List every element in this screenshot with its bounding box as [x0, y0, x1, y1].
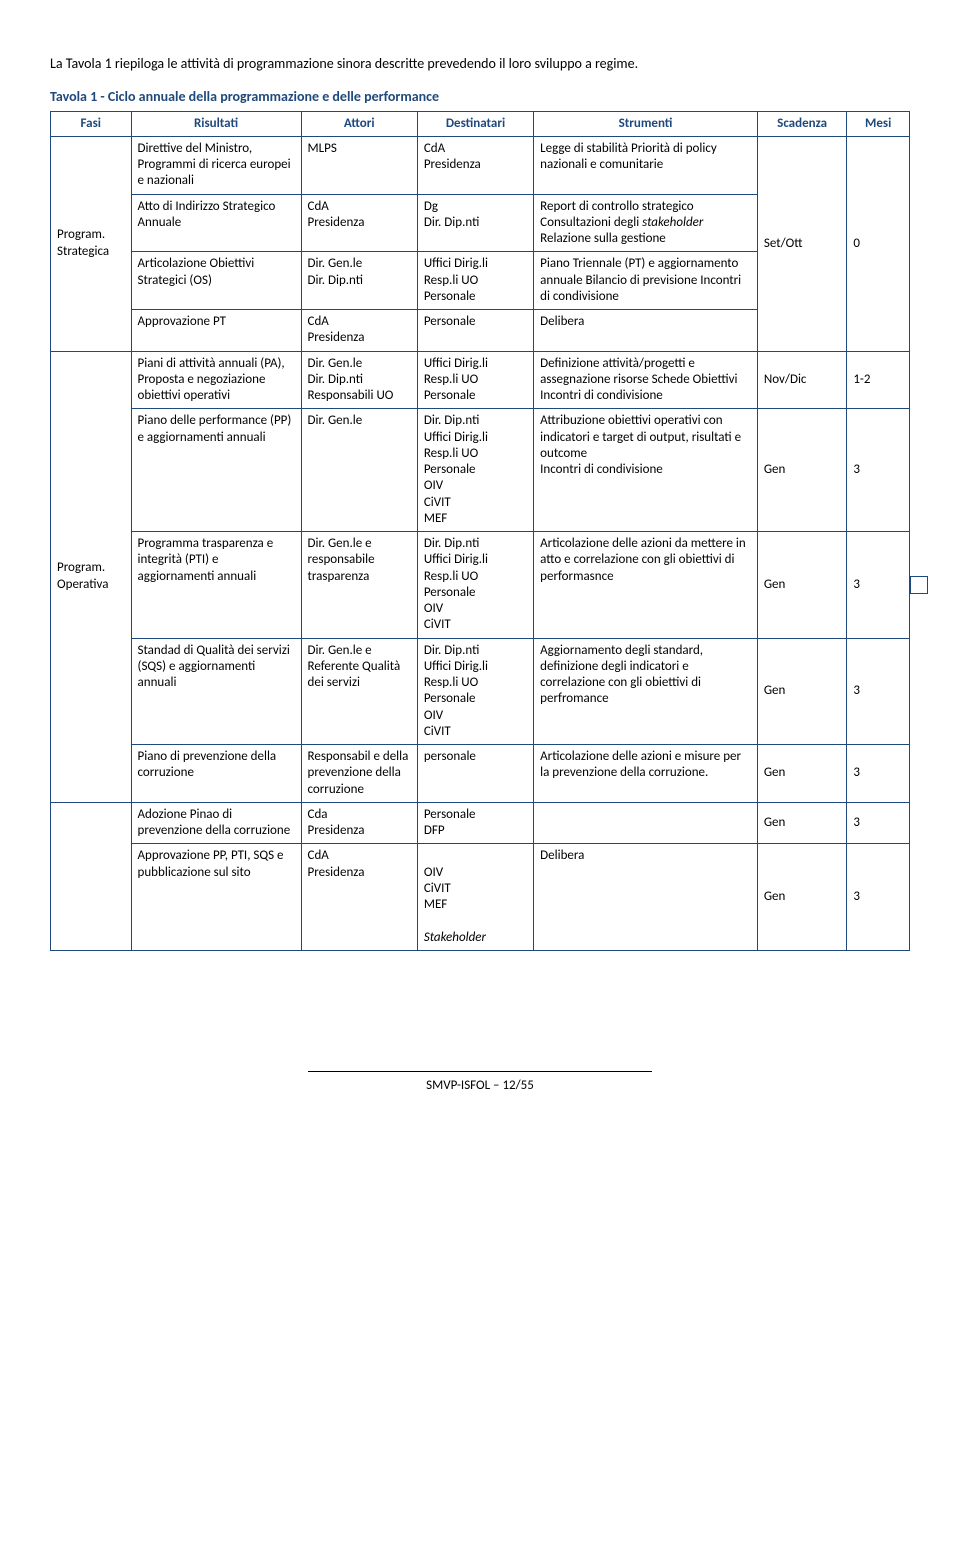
table-title: Tavola 1 - Ciclo annuale della programma…: [50, 88, 910, 105]
cell-risultati: Piani di attività annuali (PA), Proposta…: [131, 351, 301, 409]
cell-risultati: Piano delle performance (PP) e aggiornam…: [131, 409, 301, 532]
cell-destinatari: Uffici Dirig.li Resp.li UO Personale: [417, 252, 533, 310]
strumenti-line: Report di controllo strategico: [540, 199, 694, 214]
th-mesi: Mesi: [847, 111, 910, 136]
cell-scadenza: Gen: [757, 638, 846, 745]
cell-mesi: 0: [847, 136, 910, 351]
overflow-box: [910, 576, 928, 594]
cell-risultati: Approvazione PT: [131, 310, 301, 352]
th-scadenza: Scadenza: [757, 111, 846, 136]
table-header-row: Fasi Risultati Attori Destinatari Strume…: [51, 111, 910, 136]
cell-destinatari: CdA Presidenza: [417, 136, 533, 194]
th-strumenti: Strumenti: [534, 111, 758, 136]
dest-stakeholder: Stakeholder: [424, 930, 486, 945]
cell-strumenti: Attribuzione obiettivi operativi con ind…: [534, 409, 758, 532]
cell-strumenti: Legge di stabilità Priorità di policy na…: [534, 136, 758, 194]
table-row: Program. Strategica Direttive del Minist…: [51, 136, 910, 194]
page-footer: SMVP-ISFOL – 12/55: [308, 1071, 652, 1093]
cell-attori: MLPS: [301, 136, 417, 194]
table-row: Approvazione PP, PTI, SQS e pubblicazion…: [51, 844, 910, 951]
cell-attori: CdA Presidenza: [301, 194, 417, 252]
cell-mesi: 3: [847, 409, 910, 532]
cell-destinatari: personale: [417, 745, 533, 803]
table-row: Adozione Pinao di prevenzione della corr…: [51, 802, 910, 844]
cell-attori: Dir. Gen.le Dir. Dip.nti Responsabili UO: [301, 351, 417, 409]
cell-attori: Dir. Gen.le e Referente Qualità dei serv…: [301, 638, 417, 745]
cell-scadenza: Set/Ott: [757, 136, 846, 351]
strumenti-line: Consultazioni degli: [540, 215, 639, 230]
cell-destinatari: Dir. Dip.nti Uffici Dirig.li Resp.li UO …: [417, 532, 533, 639]
cell-destinatari: OIV CiVIT MEF Stakeholder: [417, 844, 533, 951]
cell-destinatari: Dir. Dip.nti Uffici Dirig.li Resp.li UO …: [417, 638, 533, 745]
table-row: Program. Operativa Piani di attività ann…: [51, 351, 910, 409]
cell-destinatari: Uffici Dirig.li Resp.li UO Personale: [417, 351, 533, 409]
cell-attori: Dir. Gen.le e responsabile trasparenza: [301, 532, 417, 639]
th-risultati: Risultati: [131, 111, 301, 136]
cell-mesi: 3: [847, 844, 910, 951]
th-fasi: Fasi: [51, 111, 132, 136]
phase-empty: [51, 802, 132, 950]
cell-scadenza: Nov/Dic: [757, 351, 846, 409]
programming-cycle-table: Fasi Risultati Attori Destinatari Strume…: [50, 111, 910, 951]
cell-scadenza: Gen: [757, 802, 846, 844]
cell-destinatari: Dir. Dip.nti Uffici Dirig.li Resp.li UO …: [417, 409, 533, 532]
cell-risultati: Standad di Qualità dei servizi (SQS) e a…: [131, 638, 301, 745]
table-row: Piano delle performance (PP) e aggiornam…: [51, 409, 910, 532]
cell-risultati: Articolazione Obiettivi Strategici (OS): [131, 252, 301, 310]
cell-risultati: Approvazione PP, PTI, SQS e pubblicazion…: [131, 844, 301, 951]
cell-scadenza: Gen: [757, 844, 846, 951]
cell-destinatari: Personale DFP: [417, 802, 533, 844]
cell-destinatari: Dg Dir. Dip.nti: [417, 194, 533, 252]
cell-destinatari: Personale: [417, 310, 533, 352]
intro-text: La Tavola 1 riepiloga le attività di pro…: [50, 54, 910, 74]
mesi-value: 3: [853, 577, 860, 592]
strumenti-stakeholder: stakeholder: [642, 215, 703, 230]
strumenti-line: Relazione sulla gestione: [540, 231, 666, 246]
cell-risultati: Piano di prevenzione della corruzione: [131, 745, 301, 803]
cell-risultati: Adozione Pinao di prevenzione della corr…: [131, 802, 301, 844]
th-destinatari: Destinatari: [417, 111, 533, 136]
cell-strumenti: [534, 802, 758, 844]
cell-strumenti: Articolazione delle azioni e misure per …: [534, 745, 758, 803]
cell-strumenti: Delibera: [534, 310, 758, 352]
cell-strumenti: Report di controllo strategico Consultaz…: [534, 194, 758, 252]
cell-strumenti: Delibera: [534, 844, 758, 951]
table-row: Standad di Qualità dei servizi (SQS) e a…: [51, 638, 910, 745]
cell-strumenti: Aggiornamento degli standard, definizion…: [534, 638, 758, 745]
cell-attori: Dir. Gen.le Dir. Dip.nti: [301, 252, 417, 310]
cell-scadenza: Gen: [757, 409, 846, 532]
cell-mesi: 3: [847, 745, 910, 803]
cell-mesi: 1-2: [847, 351, 910, 409]
cell-mesi: 3: [847, 532, 910, 639]
cell-scadenza: Gen: [757, 745, 846, 803]
cell-risultati: Atto di Indirizzo Strategico Annuale: [131, 194, 301, 252]
cell-strumenti: Piano Triennale (PT) e aggiornamento ann…: [534, 252, 758, 310]
th-attori: Attori: [301, 111, 417, 136]
cell-mesi: 3: [847, 638, 910, 745]
phase-operativa: Program. Operativa: [51, 351, 132, 802]
cell-scadenza: Gen: [757, 532, 846, 639]
cell-attori: Cda Presidenza: [301, 802, 417, 844]
cell-strumenti: Definizione attività/progetti e assegnaz…: [534, 351, 758, 409]
cell-attori: CdA Presidenza: [301, 310, 417, 352]
cell-risultati: Direttive del Ministro, Programmi di ric…: [131, 136, 301, 194]
cell-risultati: Programma trasparenza e integrità (PTI) …: [131, 532, 301, 639]
phase-strategica: Program. Strategica: [51, 136, 132, 351]
cell-attori: CdA Presidenza: [301, 844, 417, 951]
cell-strumenti: Articolazione delle azioni da mettere in…: [534, 532, 758, 639]
cell-attori: Dir. Gen.le: [301, 409, 417, 532]
cell-mesi: 3: [847, 802, 910, 844]
table-row: Piano di prevenzione della corruzione Re…: [51, 745, 910, 803]
cell-attori: Responsabil e della prevenzione della co…: [301, 745, 417, 803]
dest-lines: OIV CiVIT MEF: [424, 865, 451, 913]
table-row: Programma trasparenza e integrità (PTI) …: [51, 532, 910, 639]
